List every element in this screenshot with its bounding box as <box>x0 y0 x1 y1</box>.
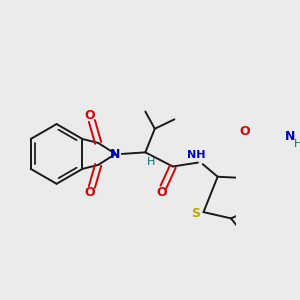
Text: O: O <box>239 124 250 138</box>
Text: S: S <box>191 207 200 220</box>
Text: H: H <box>147 157 155 167</box>
Text: H: H <box>294 140 300 149</box>
Text: NH: NH <box>187 150 206 160</box>
Text: O: O <box>157 186 167 199</box>
Text: O: O <box>84 109 95 122</box>
Text: O: O <box>84 186 95 199</box>
Text: N: N <box>285 130 295 143</box>
Text: N: N <box>110 148 121 161</box>
